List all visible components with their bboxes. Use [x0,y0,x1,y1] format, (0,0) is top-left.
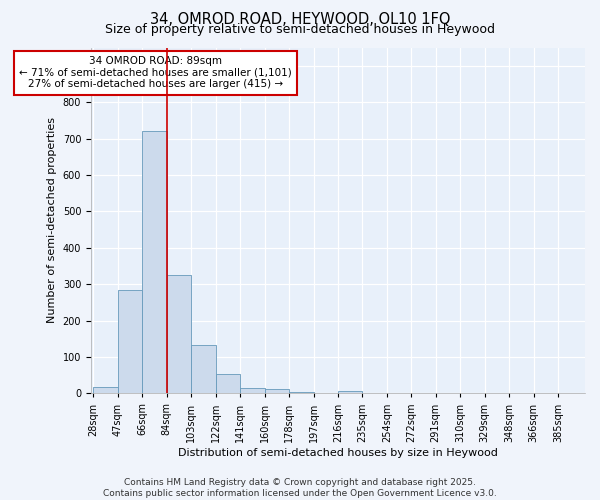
Bar [142,131,167,394]
Y-axis label: Number of semi-detached properties: Number of semi-detached properties [47,118,57,324]
Bar [289,392,314,394]
Text: Size of property relative to semi-detached houses in Heywood: Size of property relative to semi-detach… [105,22,495,36]
Bar [118,290,142,394]
Text: 34, OMROD ROAD, HEYWOOD, OL10 1FQ: 34, OMROD ROAD, HEYWOOD, OL10 1FQ [150,12,450,28]
Bar [265,390,289,394]
Bar [167,275,191,394]
Bar [216,374,240,394]
Bar [94,387,118,394]
Text: Contains HM Land Registry data © Crown copyright and database right 2025.
Contai: Contains HM Land Registry data © Crown c… [103,478,497,498]
Bar [240,388,265,394]
Text: 34 OMROD ROAD: 89sqm
← 71% of semi-detached houses are smaller (1,101)
27% of se: 34 OMROD ROAD: 89sqm ← 71% of semi-detac… [19,56,292,90]
X-axis label: Distribution of semi-detached houses by size in Heywood: Distribution of semi-detached houses by … [178,448,498,458]
Bar [338,390,362,394]
Bar [191,345,216,394]
